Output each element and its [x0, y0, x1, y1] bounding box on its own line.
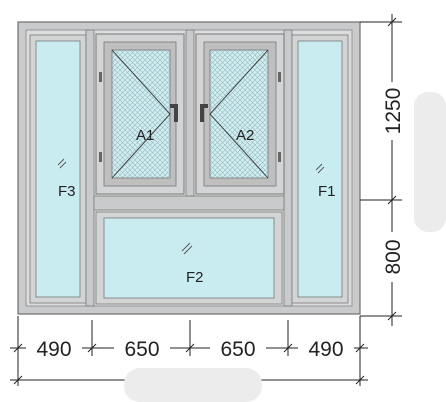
dim-bottom-2: 650 — [124, 338, 159, 361]
hinge-icon — [278, 152, 281, 162]
opening-direction-icon — [111, 49, 171, 179]
label-f1: F1 — [318, 183, 336, 200]
handle-icon — [200, 104, 208, 122]
dim-right-lower: 800 — [382, 239, 405, 274]
glass-symbol-icon — [315, 163, 325, 174]
opening-direction-icon — [209, 49, 269, 179]
label-a1: A1 — [136, 127, 154, 144]
left-mullion — [85, 29, 95, 307]
right-fixed-pane: F1 — [291, 34, 349, 304]
center-mullion — [185, 29, 195, 197]
hinge-icon — [99, 72, 102, 82]
bottom-fixed-pane: F2 — [95, 211, 283, 305]
hinge-icon — [278, 72, 281, 82]
redacted-blur — [414, 92, 446, 232]
right-mullion — [283, 29, 293, 307]
label-a2: A2 — [236, 127, 254, 144]
glass-symbol-icon — [181, 242, 193, 255]
label-f3: F3 — [58, 183, 76, 200]
transom — [93, 195, 285, 211]
handle-icon — [170, 104, 178, 122]
dim-bottom-4: 490 — [308, 338, 343, 361]
label-f2: F2 — [186, 269, 204, 286]
dim-right-upper: 1250 — [382, 88, 405, 135]
hinge-icon — [99, 152, 102, 162]
glass-symbol-icon — [57, 158, 67, 169]
redacted-blur — [124, 368, 262, 402]
right-casement: A2 — [195, 33, 285, 195]
left-fixed-pane: F3 — [29, 34, 87, 304]
dim-bottom-3: 650 — [220, 338, 255, 361]
left-casement: A1 — [95, 33, 185, 195]
dim-bottom-1: 490 — [36, 338, 71, 361]
